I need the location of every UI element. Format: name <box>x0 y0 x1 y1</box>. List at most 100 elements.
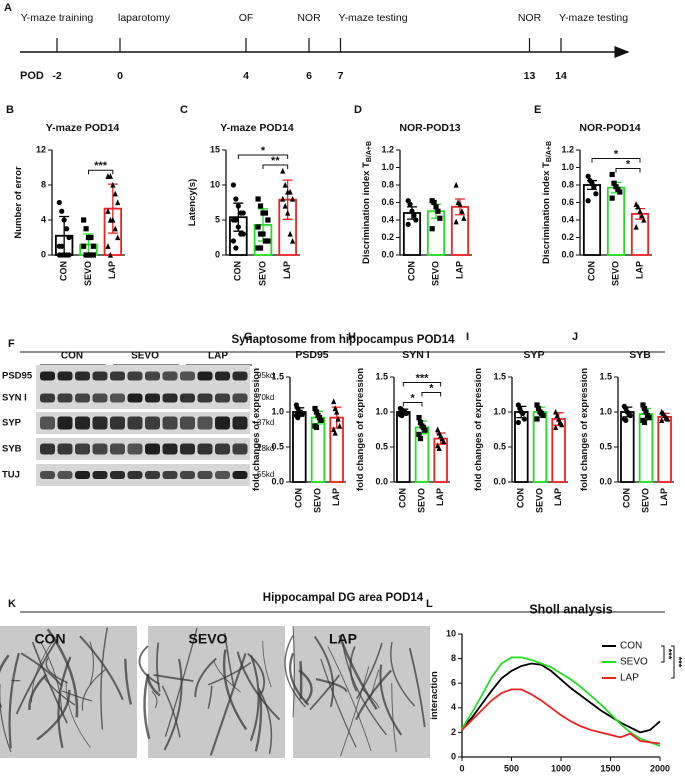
data-point <box>420 424 427 430</box>
blot-band <box>215 416 230 430</box>
dendrite <box>143 674 151 740</box>
data-point <box>59 208 65 214</box>
dendrite <box>222 649 248 731</box>
data-point <box>641 419 648 426</box>
dendrite <box>124 658 132 705</box>
y-tick-label: 1.0 <box>271 406 284 416</box>
data-point <box>609 171 615 178</box>
data-point <box>66 234 72 241</box>
blot-row-label: TUJ <box>2 470 20 481</box>
event-label: Y-maze training <box>21 12 94 24</box>
dendrite <box>40 641 63 714</box>
series-line <box>461 656 661 747</box>
y-tick-label: 1.0 <box>381 162 394 172</box>
dendrite <box>327 646 372 752</box>
dendrite <box>213 660 241 693</box>
data-point <box>646 415 652 421</box>
x-tick-label: SEVO <box>416 488 426 513</box>
data-point <box>591 184 597 190</box>
data-point <box>585 198 591 204</box>
blot-band <box>110 393 125 403</box>
blot-group-label: LAP <box>208 351 228 362</box>
data-point <box>257 203 264 209</box>
data-point <box>433 204 439 210</box>
significance-label: ** <box>271 155 280 167</box>
blot-size-label: 55kd <box>257 470 274 479</box>
y-tick-label: 0.0 <box>599 476 612 486</box>
dendrite <box>43 676 76 706</box>
blot-band <box>127 443 143 455</box>
blot-size-label: 95kd <box>257 371 274 380</box>
blot-band <box>127 393 143 403</box>
dendrite <box>360 688 380 709</box>
significance-label: * <box>614 148 619 160</box>
data-point <box>331 398 337 405</box>
data-point <box>521 416 527 422</box>
x-tick-label: SEVO <box>83 261 93 286</box>
data-point <box>417 436 424 442</box>
data-point <box>643 409 649 415</box>
y-axis-label: fold changes of expression <box>251 368 262 491</box>
blot-strip <box>36 464 250 486</box>
y-tick-label: 0.5 <box>375 441 388 451</box>
data-point <box>461 215 467 221</box>
x-tick-label: CON <box>586 261 596 281</box>
y-axis-label: Latency(s) <box>187 179 198 227</box>
data-point <box>61 217 67 223</box>
blot-band <box>75 443 90 455</box>
panel-letter: D <box>354 104 362 116</box>
y-tick-label: 6 <box>451 678 456 688</box>
blot-band <box>57 443 73 455</box>
blot-band <box>162 393 178 403</box>
dendrite <box>151 691 158 709</box>
x-tick-label: CON <box>622 488 632 508</box>
data-point <box>313 409 320 415</box>
blot-band <box>162 443 178 455</box>
data-point <box>235 203 241 209</box>
bar <box>292 411 307 483</box>
significance-label: * <box>429 382 434 394</box>
data-point <box>81 243 87 249</box>
event-label: NOR <box>518 12 542 24</box>
dendrite <box>320 658 357 748</box>
data-point <box>316 415 323 421</box>
panel-letter: K <box>8 598 16 610</box>
y-tick-label: 0 <box>451 751 456 761</box>
x-tick-label: 0 <box>459 763 464 773</box>
data-point <box>255 196 261 202</box>
data-point <box>459 208 465 214</box>
blot-band <box>110 371 125 381</box>
y-axis-label: fold changes of expression <box>579 368 590 491</box>
y-tick-label: 0.5 <box>599 441 612 451</box>
significance-bracket <box>421 392 442 397</box>
y-tick-label: 0.0 <box>375 476 388 486</box>
data-point <box>295 415 301 421</box>
dendrite <box>20 652 63 687</box>
pod-tick-label: 6 <box>306 70 312 82</box>
blot-band <box>57 416 73 430</box>
dendrite <box>313 635 335 707</box>
x-tick-label: LAP <box>553 488 563 506</box>
data-point <box>416 431 422 437</box>
y-tick-label: 0.4 <box>561 214 574 224</box>
data-point <box>112 190 118 197</box>
panel-letter: E <box>534 104 541 116</box>
data-point <box>280 195 286 202</box>
micrograph-label: CON <box>34 631 65 647</box>
panel-letter: C <box>180 104 188 116</box>
y-axis-label-text: fold changes of expression <box>355 368 366 491</box>
chart-title: NOR-POD13 <box>399 122 460 134</box>
dendrite <box>258 688 273 755</box>
blot-strip <box>36 438 250 460</box>
data-point <box>453 218 459 225</box>
data-point <box>585 173 591 179</box>
data-point <box>233 196 239 202</box>
blot-band <box>162 416 178 430</box>
significance-bracket <box>661 645 665 663</box>
data-point <box>107 173 113 179</box>
data-point <box>553 424 559 430</box>
blot-band <box>110 443 125 455</box>
bar <box>532 411 548 483</box>
data-point <box>640 402 646 408</box>
blot-band <box>215 371 230 381</box>
